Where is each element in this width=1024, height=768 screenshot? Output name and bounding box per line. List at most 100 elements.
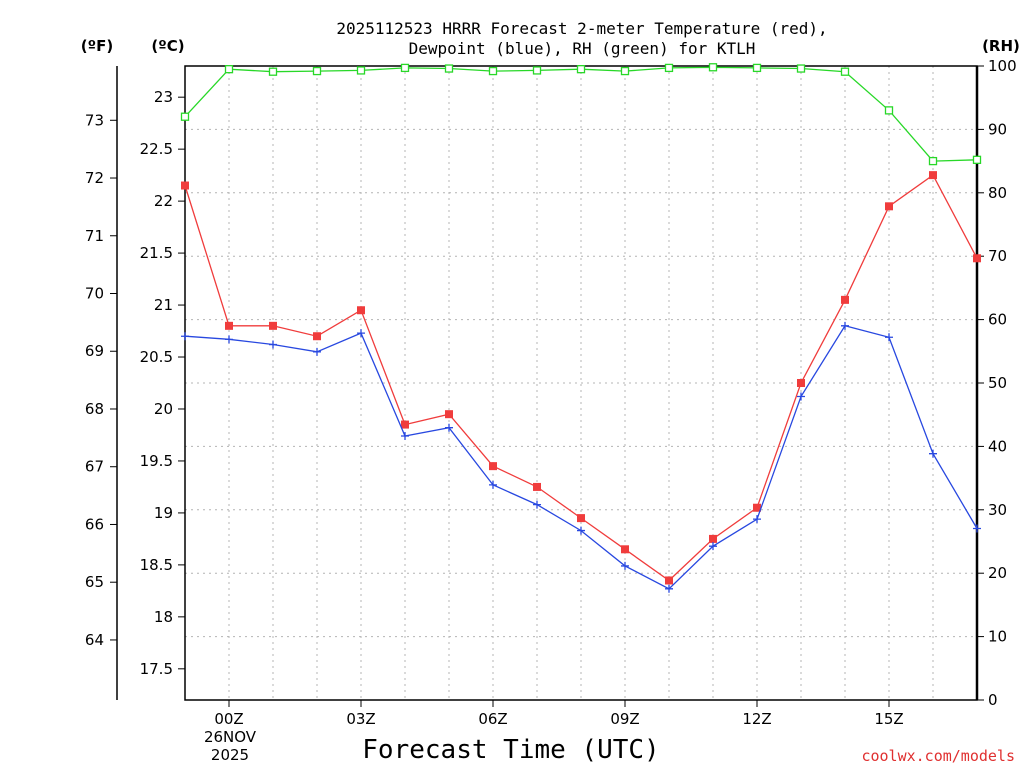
dewpoint-point [797, 392, 805, 401]
temperature-point [621, 545, 629, 554]
dewpoint-point [445, 423, 453, 432]
rh-point [576, 65, 586, 74]
rh-point [664, 63, 674, 73]
rh-tick-label: 90 [988, 120, 1007, 138]
rh-point [752, 63, 762, 73]
fahrenheit-tick-label: 67 [85, 458, 104, 476]
rh-tick-label: 30 [988, 501, 1007, 519]
temperature-point [269, 321, 277, 330]
celsius-tick-label: 22.5 [140, 140, 173, 158]
fahrenheit-tick-label: 70 [85, 285, 104, 303]
celsius-tick-label: 20 [154, 400, 173, 418]
temperature-point [577, 514, 585, 523]
dewpoint-point [753, 515, 761, 524]
time-ticks: 00Z 03Z 06Z 09Z 12Z 15Z [214, 700, 904, 728]
temperature-point [401, 420, 409, 429]
dewpoint-series [181, 321, 981, 593]
celsius-tick-label: 18.5 [140, 556, 173, 574]
celsius-axis-unit: (ºC) [151, 37, 184, 55]
rh-point [444, 64, 454, 73]
rh-point [840, 67, 850, 76]
fahrenheit-ticks: 64 65 66 67 68 69 70 71 72 73 [85, 111, 117, 649]
rh-tick-label: 0 [988, 691, 998, 709]
celsius-tick-label: 23 [154, 88, 173, 106]
x-axis-label: Forecast Time (UTC) [362, 735, 659, 765]
temperature-point [445, 410, 453, 419]
rh-tick-label: 70 [988, 247, 1007, 265]
dewpoint-point [973, 524, 981, 533]
rh-tick-label: 40 [988, 437, 1007, 455]
time-tick-label: 12Z [742, 710, 771, 728]
temperature-point [533, 482, 541, 491]
fahrenheit-tick-label: 65 [85, 573, 104, 591]
temperature-point [973, 254, 981, 263]
celsius-tick-label: 20.5 [140, 348, 173, 366]
rh-point [488, 66, 498, 76]
fahrenheit-axis-unit: (ºF) [81, 37, 113, 55]
grid-lines [184, 65, 978, 701]
rh-tick-label: 10 [988, 628, 1007, 646]
dewpoint-point [401, 432, 409, 441]
celsius-tick-label: 17.5 [140, 660, 173, 678]
temperature-point [709, 534, 717, 543]
temperature-point [313, 332, 321, 341]
date-label-day: 26NOV [204, 728, 257, 746]
rh-point [180, 112, 190, 121]
rh-point [708, 63, 718, 72]
time-tick-label: 00Z [214, 710, 243, 728]
fahrenheit-tick-label: 69 [85, 342, 104, 360]
dewpoint-point [709, 542, 717, 551]
fahrenheit-tick-label: 68 [85, 400, 104, 418]
dewpoint-point [357, 329, 365, 338]
rh-tick-label: 20 [988, 564, 1007, 582]
rh-tick-label: 80 [988, 184, 1007, 202]
dewpoint-point [269, 340, 277, 349]
rh-point [312, 66, 322, 76]
temperature-point [885, 202, 893, 211]
rh-point [928, 156, 938, 166]
dewpoint-point [533, 500, 541, 509]
dewpoint-point [665, 584, 673, 593]
temperature-point [929, 171, 937, 180]
temperature-series [181, 171, 981, 585]
rh-tick-label: 50 [988, 374, 1007, 392]
dewpoint-point [929, 449, 937, 458]
celsius-ticks: 17.5 18 18.5 19 19.5 20 20.5 21 21.5 22 22.5 23 [140, 88, 185, 678]
series-layer [180, 63, 982, 593]
celsius-tick-label: 19.5 [140, 452, 173, 470]
temperature-point [181, 181, 189, 190]
rh-point [400, 63, 410, 73]
rh-tick-label: 100 [988, 57, 1017, 75]
celsius-tick-label: 19 [154, 504, 173, 522]
temperature-point [797, 379, 805, 387]
rh-tick-label: 60 [988, 311, 1007, 329]
temperature-point [753, 503, 761, 512]
dewpoint-point [313, 347, 321, 356]
rh-point [884, 106, 894, 115]
rh-point [972, 155, 982, 164]
temperature-point [489, 462, 497, 471]
fahrenheit-tick-label: 64 [85, 631, 104, 649]
rh-point [532, 66, 542, 75]
rh-point [620, 66, 630, 76]
temperature-point [665, 576, 673, 585]
rh-point [224, 65, 234, 74]
temperature-point [225, 321, 233, 330]
time-tick-label: 03Z [346, 710, 375, 728]
celsius-tick-label: 18 [154, 608, 173, 626]
temperature-point [841, 295, 849, 304]
chart-title-line1: 2025112523 HRRR Forecast 2-meter Tempera… [336, 19, 827, 38]
date-label-year: 2025 [211, 746, 249, 764]
time-tick-label: 06Z [478, 710, 507, 728]
rh-point [796, 64, 806, 73]
time-tick-label: 09Z [610, 710, 639, 728]
dewpoint-point [489, 480, 497, 489]
fahrenheit-tick-label: 72 [85, 169, 104, 187]
rh-point [356, 66, 366, 75]
temperature-point [357, 306, 365, 315]
fahrenheit-tick-label: 73 [85, 111, 104, 129]
dewpoint-point [885, 333, 893, 342]
time-tick-label: 15Z [874, 710, 903, 728]
rh-axis-unit: (RH) [982, 37, 1020, 55]
